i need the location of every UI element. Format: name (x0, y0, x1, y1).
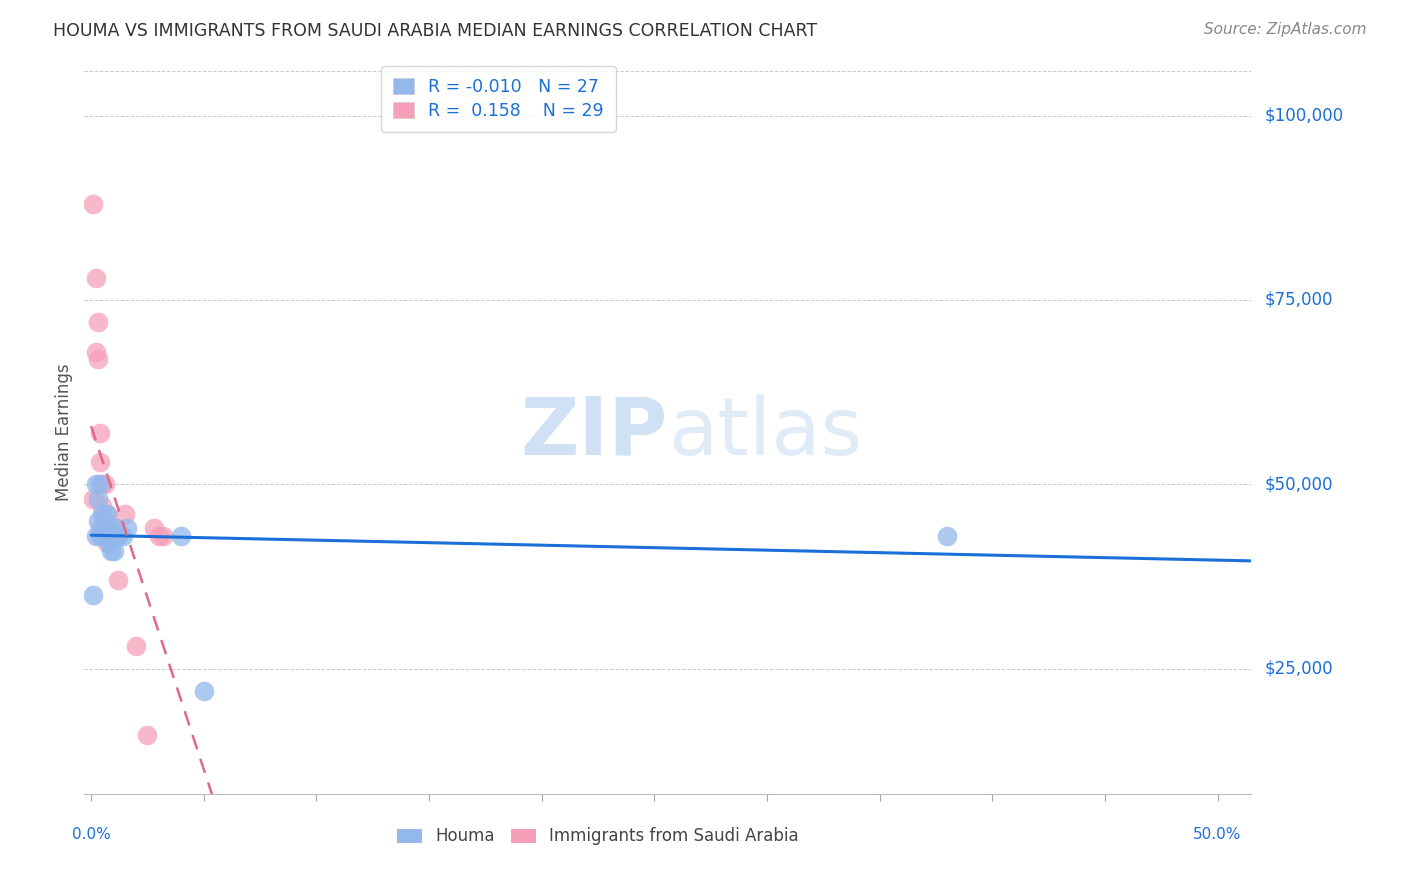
Point (100, 529, 122, 543)
Point (152, 529, 174, 543)
Legend: Houma, Immigrants from Saudi Arabia: Houma, Immigrants from Saudi Arabia (389, 821, 806, 852)
Point (100, 543, 122, 558)
Point (91, 500, 114, 514)
Point (93, 514, 115, 528)
Point (96, 507, 118, 521)
Point (115, 521, 138, 535)
Text: $25,000: $25,000 (1265, 659, 1333, 678)
Point (98, 529, 121, 543)
Text: Source: ZipAtlas.com: Source: ZipAtlas.com (1204, 22, 1367, 37)
Point (89, 477, 111, 491)
Point (87, 491, 110, 506)
Point (89, 521, 111, 535)
Point (98, 529, 121, 543)
Point (111, 529, 134, 543)
Point (104, 521, 127, 535)
Point (107, 529, 129, 543)
Point (89, 455, 111, 469)
Point (125, 640, 148, 654)
Text: HOUMA VS IMMIGRANTS FROM SAUDI ARABIA MEDIAN EARNINGS CORRELATION CHART: HOUMA VS IMMIGRANTS FROM SAUDI ARABIA ME… (53, 22, 817, 40)
Text: ZIP: ZIP (520, 393, 668, 472)
Point (89, 529, 111, 543)
Point (107, 529, 129, 543)
Point (93, 529, 115, 543)
Point (89, 425, 111, 440)
Point (103, 529, 125, 543)
Point (143, 521, 166, 535)
Point (193, 683, 215, 698)
Point (104, 521, 127, 535)
Point (936, 529, 959, 543)
Point (148, 529, 170, 543)
Point (87, 514, 110, 528)
Point (96, 521, 118, 535)
Text: $50,000: $50,000 (1265, 475, 1333, 493)
Point (84, 477, 107, 491)
Point (84, 270, 107, 285)
Text: 0.0%: 0.0% (72, 827, 111, 842)
Point (100, 536, 122, 550)
Point (82, 588, 104, 602)
Point (107, 573, 129, 587)
Point (91, 477, 114, 491)
Point (98, 536, 121, 550)
Point (87, 351, 110, 366)
Text: $75,000: $75,000 (1265, 291, 1333, 309)
Y-axis label: Median Earnings: Median Earnings (55, 364, 73, 501)
Point (96, 507, 118, 521)
Text: $100,000: $100,000 (1265, 107, 1344, 125)
Point (91, 529, 114, 543)
Point (136, 728, 159, 742)
Point (93, 521, 115, 535)
Point (87, 315, 110, 329)
Point (82, 491, 104, 506)
Point (84, 529, 107, 543)
Point (96, 529, 118, 543)
Point (82, 197, 104, 211)
Point (93, 477, 115, 491)
Point (91, 507, 114, 521)
Point (84, 344, 107, 359)
Point (170, 529, 193, 543)
Text: atlas: atlas (668, 393, 862, 472)
Point (103, 543, 125, 558)
Point (96, 536, 118, 550)
Point (103, 529, 125, 543)
Text: 50.0%: 50.0% (1194, 827, 1241, 842)
Point (114, 507, 136, 521)
Point (91, 521, 114, 535)
Point (96, 521, 118, 535)
